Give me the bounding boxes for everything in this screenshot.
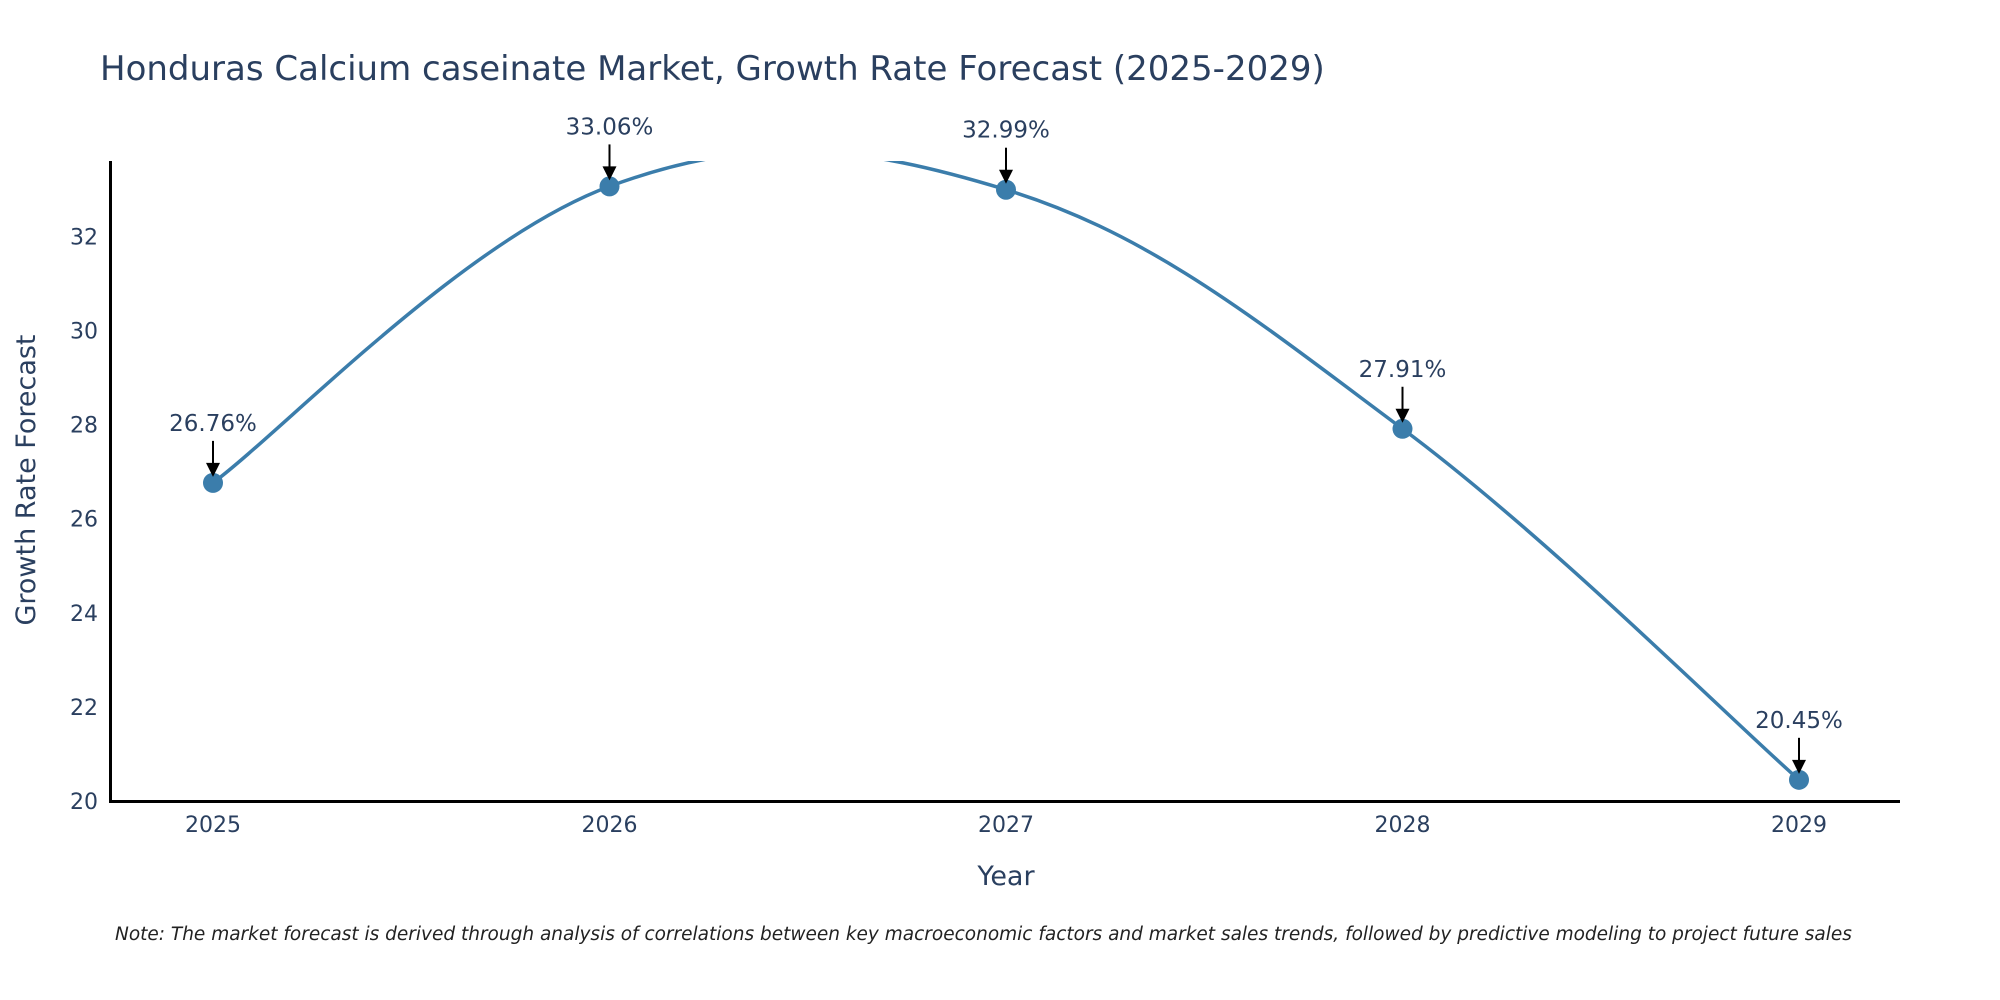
y-tick-label: 30 xyxy=(70,319,98,344)
data-point xyxy=(996,179,1016,200)
data-label: 33.06% xyxy=(566,114,654,181)
series-line xyxy=(211,161,1801,782)
y-axis-title: Growth Rate Forecast xyxy=(11,334,42,625)
x-tick-label: 2028 xyxy=(1375,813,1431,838)
data-annotations: 26.76% 33.06% 32.99% 27.91% 20.45% xyxy=(169,114,1843,774)
annotation-text: 20.45% xyxy=(1755,708,1843,734)
y-tick-label: 22 xyxy=(70,696,98,721)
y-tick-label: 24 xyxy=(70,602,98,627)
x-tick-label: 2027 xyxy=(978,813,1034,838)
annotation-text: 33.06% xyxy=(566,114,654,140)
data-label: 20.45% xyxy=(1755,708,1843,774)
y-axis-ticks: 20 22 24 26 28 30 32 xyxy=(70,225,98,815)
annotation-arrow-head xyxy=(206,462,220,477)
x-axis-ticks: 2025 2026 2027 2028 2029 xyxy=(185,813,1827,838)
annotation-arrow-head xyxy=(999,169,1013,184)
data-markers xyxy=(203,176,1809,790)
data-label: 26.76% xyxy=(169,411,257,477)
annotation-text: 26.76% xyxy=(169,411,257,437)
data-label: 27.91% xyxy=(1359,357,1447,423)
y-tick-label: 32 xyxy=(70,225,98,250)
data-point xyxy=(1392,418,1413,439)
data-point xyxy=(1789,769,1809,790)
y-tick-label: 26 xyxy=(70,508,98,533)
y-tick-label: 20 xyxy=(70,790,98,815)
x-tick-label: 2029 xyxy=(1771,813,1827,838)
annotation-arrow-head xyxy=(1792,759,1806,774)
annotation-arrow-head xyxy=(1395,408,1410,423)
footnote: Note: The market forecast is derived thr… xyxy=(115,924,1852,945)
data-point xyxy=(203,472,223,493)
y-tick-label: 28 xyxy=(70,414,98,439)
x-tick-label: 2025 xyxy=(185,813,241,838)
x-tick-label: 2026 xyxy=(582,813,638,838)
x-axis-title: Year xyxy=(976,861,1035,892)
data-label: 32.99% xyxy=(962,118,1050,184)
annotation-arrow-head xyxy=(602,166,617,181)
annotation-text: 27.91% xyxy=(1359,357,1447,383)
annotation-text: 32.99% xyxy=(962,118,1050,144)
chart-title: Honduras Calcium caseinate Market, Growt… xyxy=(100,49,1325,89)
data-point xyxy=(599,176,620,197)
